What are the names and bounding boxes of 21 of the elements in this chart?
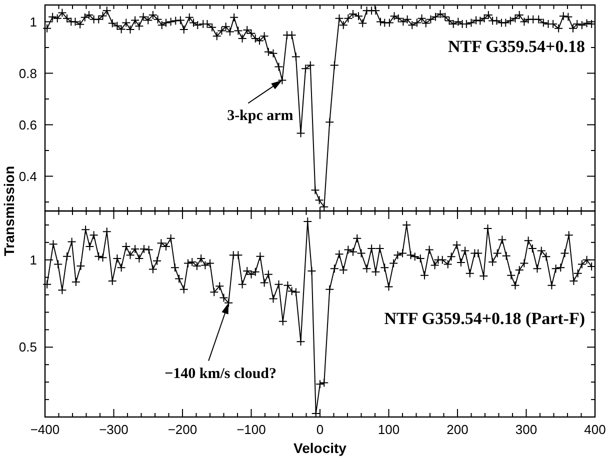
- annotation: −140 km/s cloud?: [164, 366, 277, 382]
- y-tick-label: 0.8: [18, 66, 37, 81]
- y-axis-title: Transmission: [1, 166, 17, 256]
- x-tick-label: 300: [515, 422, 538, 437]
- x-tick-label: −400: [30, 422, 60, 437]
- y-tick-label: 0.4: [18, 168, 37, 184]
- y-tick-label: 1: [30, 252, 37, 268]
- x-tick-label: 100: [378, 422, 400, 437]
- x-tick-label: −100: [236, 422, 266, 437]
- x-axis-title: Velocity: [294, 440, 347, 456]
- x-tick-label: −200: [168, 422, 198, 437]
- y-tick-label: 0.6: [18, 117, 37, 132]
- annotation: NTF G359.54+0.18: [448, 37, 585, 56]
- annotation: 3-kpc arm: [227, 108, 294, 124]
- y-tick-label: 1: [30, 14, 37, 30]
- x-tick-label: 0: [316, 422, 324, 437]
- x-tick-label: −300: [99, 422, 128, 437]
- x-tick-label: 200: [446, 422, 468, 437]
- annotation: NTF G359.54+0.18 (Part-F): [384, 309, 585, 328]
- x-tick-label: 400: [584, 422, 606, 437]
- y-tick-label: 0.5: [18, 340, 37, 355]
